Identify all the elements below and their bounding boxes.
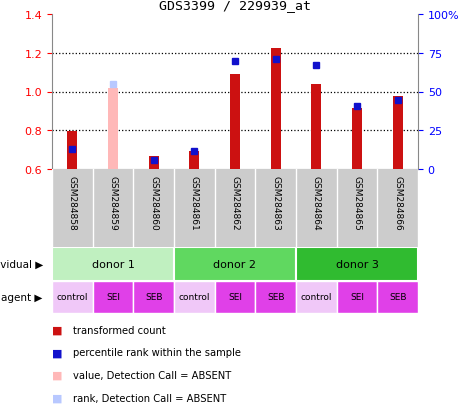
Text: individual ▶: individual ▶ (0, 259, 43, 269)
Text: transformed count: transformed count (73, 325, 165, 335)
Text: rank, Detection Call = ABSENT: rank, Detection Call = ABSENT (73, 393, 225, 403)
Bar (214, 281, 255, 313)
Bar (67, 132, 77, 170)
Bar (255, 281, 295, 313)
Bar (351, 109, 361, 170)
Text: GSM284862: GSM284862 (230, 176, 239, 230)
Text: GSM284863: GSM284863 (270, 176, 280, 230)
Bar (133, 281, 174, 313)
Text: donor 2: donor 2 (213, 259, 256, 269)
Bar (108, 88, 118, 170)
Bar (52, 281, 92, 313)
Text: GSM284865: GSM284865 (352, 176, 361, 230)
Text: value, Detection Call = ABSENT: value, Detection Call = ABSENT (73, 370, 230, 380)
Bar (295, 247, 417, 281)
Text: control: control (300, 293, 331, 302)
Title: GDS3399 / 229939_at: GDS3399 / 229939_at (159, 0, 310, 12)
Text: SEI: SEI (106, 293, 120, 302)
Text: GSM284864: GSM284864 (311, 176, 320, 230)
Text: SEI: SEI (228, 293, 241, 302)
Text: ■: ■ (52, 347, 62, 358)
Text: agent ▶: agent ▶ (1, 292, 43, 302)
Text: SEI: SEI (349, 293, 363, 302)
Text: GSM284861: GSM284861 (190, 176, 198, 230)
Text: percentile rank within the sample: percentile rank within the sample (73, 347, 240, 358)
Bar (174, 281, 214, 313)
Text: SEB: SEB (145, 293, 162, 302)
Text: control: control (56, 293, 88, 302)
Text: donor 1: donor 1 (91, 259, 134, 269)
Bar (52, 247, 174, 281)
Bar (295, 281, 336, 313)
Text: control: control (178, 293, 210, 302)
Text: GSM284860: GSM284860 (149, 176, 158, 230)
Text: ■: ■ (52, 325, 62, 335)
Text: ■: ■ (52, 393, 62, 403)
Bar (189, 151, 199, 170)
Bar (336, 281, 376, 313)
Bar (174, 247, 295, 281)
Text: GSM284866: GSM284866 (392, 176, 401, 230)
Bar (311, 85, 321, 170)
Text: SEB: SEB (266, 293, 284, 302)
Text: GSM284858: GSM284858 (67, 176, 77, 230)
Bar (376, 281, 417, 313)
Bar (270, 49, 280, 170)
Bar (392, 97, 402, 170)
Text: ■: ■ (52, 370, 62, 380)
Text: donor 3: donor 3 (335, 259, 378, 269)
Bar (148, 157, 158, 170)
Text: GSM284859: GSM284859 (108, 176, 117, 230)
Bar (230, 75, 240, 170)
Text: SEB: SEB (388, 293, 406, 302)
Bar (92, 281, 133, 313)
